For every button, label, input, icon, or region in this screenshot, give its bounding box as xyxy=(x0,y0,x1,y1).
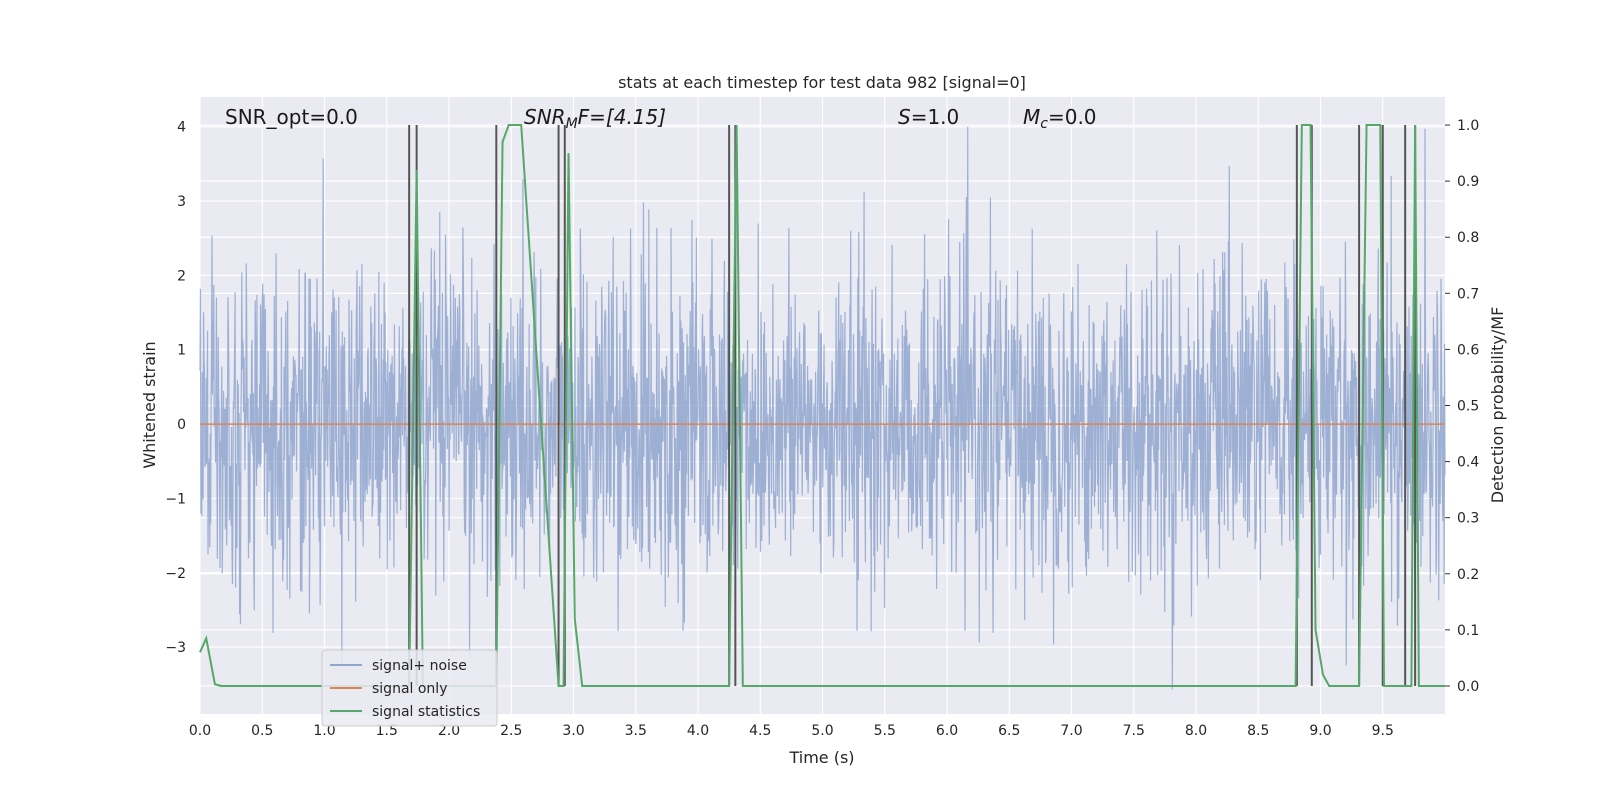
x-tick-label: 5.5 xyxy=(874,723,896,739)
mc-var: M xyxy=(1023,105,1040,129)
x-tick-label: 4.5 xyxy=(749,723,771,739)
s-rest: =1.0 xyxy=(911,105,960,129)
x-tick-label: 6.5 xyxy=(998,723,1020,739)
y2-tick-label: 0.5 xyxy=(1457,399,1479,415)
x-tick-label: 9.5 xyxy=(1372,723,1394,739)
chart-title: stats at each timestep for test data 982… xyxy=(618,73,1026,92)
x-tick-label: 1.0 xyxy=(313,723,335,739)
snr-mf-var: SNR xyxy=(524,105,566,129)
annotation-snr-opt: SNR_opt=0.0 xyxy=(225,105,358,129)
y2-tick-label: 0.7 xyxy=(1457,286,1479,302)
x-tick-label: 0.5 xyxy=(251,723,273,739)
x-tick-label: 7.5 xyxy=(1123,723,1145,739)
x-tick-label: 5.0 xyxy=(811,723,833,739)
y2-tick-label: 0.6 xyxy=(1457,342,1479,358)
x-tick-label: 1.5 xyxy=(376,723,398,739)
y2-tick-label: 0.1 xyxy=(1457,623,1479,639)
y-tick-label: −1 xyxy=(165,491,186,507)
annotation-snr-mf: SNRMF=[4.15] xyxy=(524,105,666,132)
y-tick-label: −2 xyxy=(165,566,186,582)
y-tick-label: 3 xyxy=(177,194,186,210)
x-tick-label: 8.5 xyxy=(1247,723,1269,739)
x-tick-label: 3.5 xyxy=(625,723,647,739)
legend-label-signal-noise: signal+ noise xyxy=(372,658,467,674)
annotation-s: S=1.0 xyxy=(898,105,959,129)
mc-sub: c xyxy=(1040,116,1048,132)
x-tick-label: 9.0 xyxy=(1309,723,1331,739)
y2-axis-label: Detection probability/MF xyxy=(1488,307,1507,504)
y2-axis-ticks: 1.0 0.9 0.8 0.7 0.6 0.5 0.4 0.3 0.2 0.1 0.0 xyxy=(1445,118,1479,695)
y-tick-label: −3 xyxy=(165,640,186,656)
x-tick-label: 3.0 xyxy=(562,723,584,739)
y-tick-label: 0 xyxy=(177,417,186,433)
mc-rest: =0.0 xyxy=(1048,105,1097,129)
signal-noise-series xyxy=(199,126,1446,690)
signal-statistics-line xyxy=(199,124,1445,687)
y-tick-label: 4 xyxy=(177,120,186,136)
legend-label-signal-statistics: signal statistics xyxy=(372,704,480,720)
y-tick-label: 1 xyxy=(177,343,186,359)
legend: signal+ noise signal only signal statist… xyxy=(321,649,498,727)
s-var: S xyxy=(898,105,911,129)
x-tick-label: 6.0 xyxy=(936,723,958,739)
y2-tick-label: 0.3 xyxy=(1457,511,1479,527)
legend-label-signal-only: signal only xyxy=(372,681,447,697)
y2-tick-label: 0.2 xyxy=(1457,567,1479,583)
y2-tick-label: 1.0 xyxy=(1457,118,1479,134)
snr-mf-rest-f: F=[4.15] xyxy=(578,105,666,129)
y2-tick-label: 0.0 xyxy=(1457,679,1479,695)
y-tick-label: 2 xyxy=(177,268,186,284)
x-tick-label: 0.0 xyxy=(189,723,211,739)
signal-noise-line xyxy=(199,126,1446,690)
y2-tick-label: 0.8 xyxy=(1457,230,1479,246)
annotation-mc: Mc=0.0 xyxy=(1023,105,1097,132)
x-tick-label: 8.0 xyxy=(1185,723,1207,739)
x-tick-label: 7.0 xyxy=(1060,723,1082,739)
x-tick-label: 2.0 xyxy=(438,723,460,739)
snr-mf-sub: M xyxy=(566,116,578,132)
x-tick-label: 2.5 xyxy=(500,723,522,739)
x-axis-ticks: 0.0 0.5 1.0 1.5 2.0 2.5 3.0 3.5 4.0 4.5 5.0 5.5 6.0 6… xyxy=(189,723,1394,739)
x-tick-label: 4.0 xyxy=(687,723,709,739)
y2-tick-label: 0.4 xyxy=(1457,455,1479,471)
signal-statistics-series xyxy=(199,124,1445,687)
y-axis-label: Whitened strain xyxy=(140,341,159,468)
x-axis-label: Time (s) xyxy=(788,748,854,767)
y2-tick-label: 0.9 xyxy=(1457,174,1479,190)
legend-box xyxy=(321,649,498,727)
y-axis-ticks: 4 3 2 1 0 −1 −2 −3 xyxy=(165,120,186,656)
